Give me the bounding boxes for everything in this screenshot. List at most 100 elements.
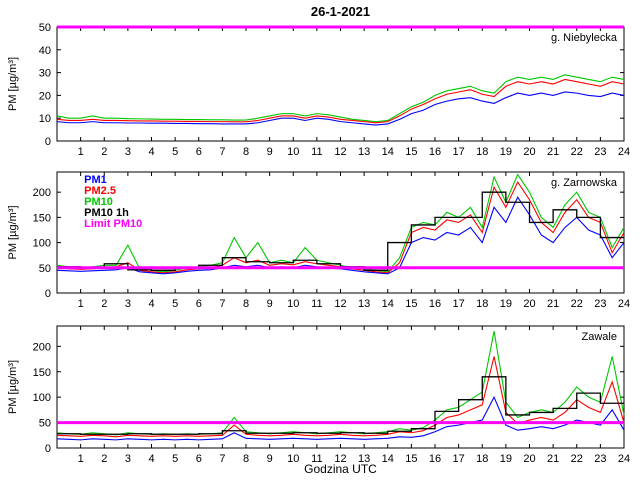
x-tick-label: 16 bbox=[429, 453, 441, 465]
x-tick-label: 16 bbox=[429, 298, 441, 310]
y-tick-label: 10 bbox=[39, 113, 51, 125]
x-tick-label: 12 bbox=[334, 298, 346, 310]
x-tick-label: 11 bbox=[311, 453, 322, 465]
y-axis-label: PM [µg/m³] bbox=[7, 360, 19, 414]
series-pm1 bbox=[56, 91, 625, 126]
y-tick-label: 0 bbox=[45, 443, 51, 455]
x-tick-label: 9 bbox=[267, 146, 273, 158]
x-tick-label: 24 bbox=[618, 298, 630, 310]
y-tick-label: 40 bbox=[39, 45, 51, 57]
x-tick-label: 3 bbox=[125, 298, 131, 310]
x-tick-label: 22 bbox=[571, 453, 583, 465]
x-tick-label: 15 bbox=[405, 298, 417, 310]
x-tick-label: 7 bbox=[219, 146, 225, 158]
x-tick-label: 4 bbox=[148, 453, 154, 465]
x-tick-label: 10 bbox=[287, 453, 299, 465]
axes-box bbox=[56, 26, 625, 142]
x-tick-label: 18 bbox=[476, 298, 488, 310]
y-tick-label: 50 bbox=[39, 418, 51, 430]
x-tick-label: 13 bbox=[358, 146, 370, 158]
x-tick-label: 17 bbox=[453, 146, 465, 158]
x-tick-label: 12 bbox=[334, 453, 346, 465]
x-tick-label: 8 bbox=[243, 453, 249, 465]
y-tick-label: 50 bbox=[39, 263, 51, 275]
x-tick-label: 15 bbox=[405, 146, 417, 158]
x-tick-label: 22 bbox=[571, 146, 583, 158]
x-tick-label: 1 bbox=[78, 453, 84, 465]
y-tick-label: 200 bbox=[33, 341, 51, 353]
x-tick-label: 21 bbox=[547, 298, 559, 310]
station-label: g. Zarnowska bbox=[551, 177, 618, 189]
x-tick-label: 9 bbox=[267, 453, 273, 465]
x-tick-label: 5 bbox=[172, 298, 178, 310]
x-tick-label: 18 bbox=[476, 146, 488, 158]
x-tick-label: 6 bbox=[196, 146, 202, 158]
legend-entry: PM10 1h bbox=[84, 207, 129, 219]
y-tick-label: 30 bbox=[39, 68, 51, 80]
x-tick-label: 23 bbox=[594, 146, 606, 158]
x-tick-label: 3 bbox=[125, 146, 131, 158]
series-pm10-1h bbox=[57, 191, 624, 271]
x-tick-label: 20 bbox=[523, 298, 535, 310]
x-tick-label: 18 bbox=[476, 453, 488, 465]
x-tick-label: 5 bbox=[172, 146, 178, 158]
series-pm25 bbox=[56, 356, 625, 438]
x-tick-label: 3 bbox=[125, 453, 131, 465]
y-tick-label: 0 bbox=[45, 288, 51, 300]
x-tick-label: 22 bbox=[571, 298, 583, 310]
series-pm1 bbox=[56, 395, 625, 441]
x-tick-label: 10 bbox=[287, 298, 299, 310]
station-label: Zawale bbox=[582, 331, 617, 343]
x-tick-label: 21 bbox=[547, 453, 559, 465]
x-axis-label: Godzina UTC bbox=[304, 462, 377, 476]
x-tick-label: 14 bbox=[382, 146, 394, 158]
x-tick-label: 2 bbox=[101, 453, 107, 465]
x-tick-label: 19 bbox=[500, 146, 512, 158]
legend-entry: Limit PM10 bbox=[84, 218, 142, 230]
x-tick-label: 13 bbox=[358, 453, 370, 465]
x-tick-label: 6 bbox=[196, 453, 202, 465]
series-pm1 bbox=[56, 196, 625, 275]
y-tick-label: 200 bbox=[33, 187, 51, 199]
series-pm10-1h bbox=[57, 376, 624, 435]
x-tick-label: 7 bbox=[219, 453, 225, 465]
x-tick-label: 23 bbox=[594, 453, 606, 465]
y-axis-label: PM [µg/m³] bbox=[7, 57, 19, 111]
y-tick-label: 20 bbox=[39, 90, 51, 102]
x-tick-label: 20 bbox=[523, 453, 535, 465]
x-tick-label: 23 bbox=[594, 298, 606, 310]
x-tick-label: 4 bbox=[148, 146, 154, 158]
x-tick-label: 24 bbox=[618, 146, 630, 158]
y-tick-label: 100 bbox=[33, 238, 51, 250]
x-tick-label: 14 bbox=[382, 298, 394, 310]
y-tick-label: 0 bbox=[45, 136, 51, 148]
x-tick-label: 19 bbox=[500, 298, 512, 310]
y-axis-label: PM [µg/m³] bbox=[7, 205, 19, 259]
x-tick-label: 16 bbox=[429, 146, 441, 158]
x-tick-label: 2 bbox=[101, 298, 107, 310]
legend-entry: PM2.5 bbox=[84, 185, 116, 197]
x-tick-label: 1 bbox=[78, 146, 84, 158]
x-tick-label: 13 bbox=[358, 298, 370, 310]
x-tick-label: 7 bbox=[219, 298, 225, 310]
y-tick-label: 100 bbox=[33, 392, 51, 404]
x-tick-label: 5 bbox=[172, 453, 178, 465]
x-tick-label: 17 bbox=[453, 298, 465, 310]
x-tick-label: 1 bbox=[78, 298, 84, 310]
x-tick-label: 19 bbox=[500, 453, 512, 465]
x-tick-label: 14 bbox=[382, 453, 394, 465]
x-tick-label: 11 bbox=[311, 146, 322, 158]
y-tick-label: 150 bbox=[33, 212, 51, 224]
x-tick-label: 8 bbox=[243, 146, 249, 158]
x-tick-label: 2 bbox=[101, 146, 107, 158]
x-tick-label: 20 bbox=[523, 146, 535, 158]
x-tick-label: 24 bbox=[618, 453, 630, 465]
x-tick-label: 6 bbox=[196, 298, 202, 310]
axes-box bbox=[56, 171, 625, 294]
x-tick-label: 17 bbox=[453, 453, 465, 465]
x-tick-label: 8 bbox=[243, 298, 249, 310]
x-tick-label: 15 bbox=[405, 453, 417, 465]
